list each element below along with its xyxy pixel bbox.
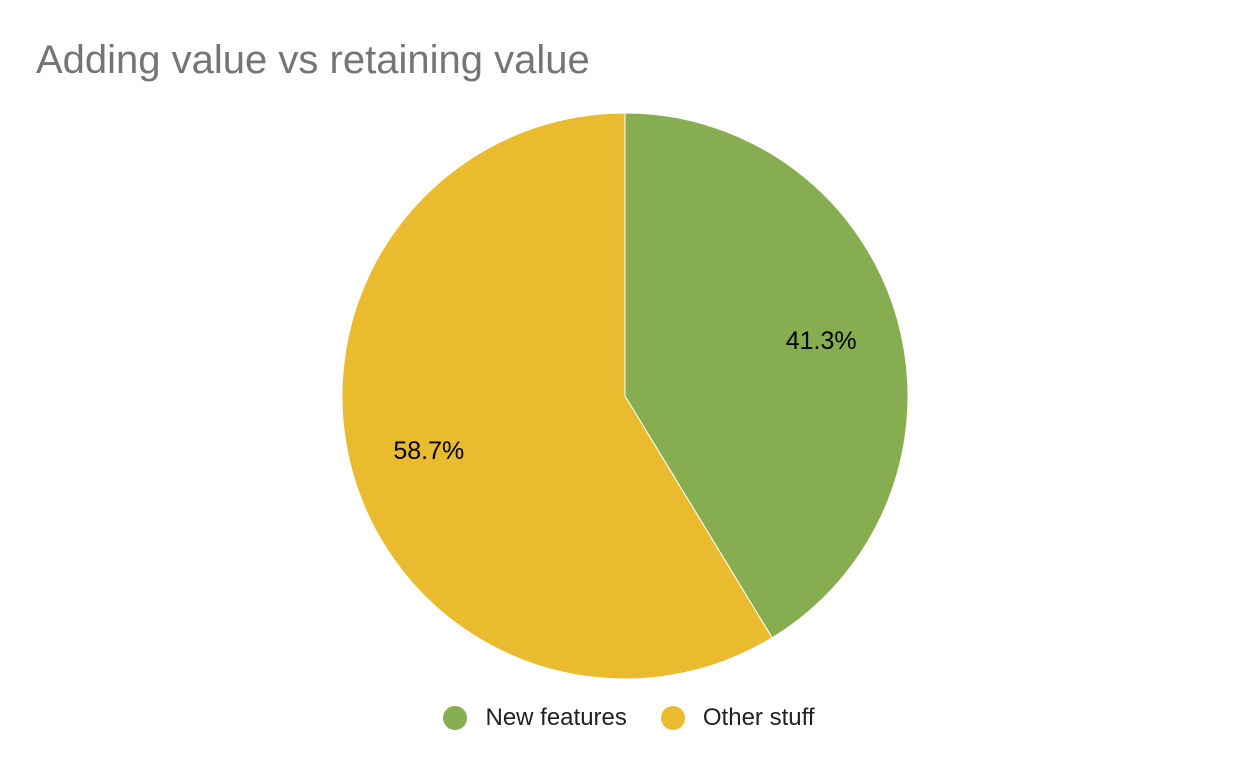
legend-label-new-features: New features (485, 704, 627, 731)
legend-label-other-stuff: Other stuff (702, 704, 815, 731)
legend-swatch-other-stuff (660, 706, 685, 730)
legend-item-new-features[interactable]: New features (443, 704, 627, 732)
chart-title: Adding value vs retaining value (36, 38, 590, 82)
legend-swatch-new-features (443, 706, 468, 730)
pie-slice-new-features[interactable] (624, 112, 909, 639)
pie-labels: 41.3% 58.7% (393, 327, 856, 465)
legend: New features Other stuff (0, 704, 1250, 732)
pie-label-new-features: 41.3% (786, 327, 857, 355)
legend-item-other-stuff[interactable]: Other stuff (660, 704, 815, 732)
pie-label-other-stuff: 58.7% (393, 437, 464, 465)
pie-slices (341, 112, 909, 680)
pie-slice-other-stuff[interactable] (341, 112, 773, 680)
